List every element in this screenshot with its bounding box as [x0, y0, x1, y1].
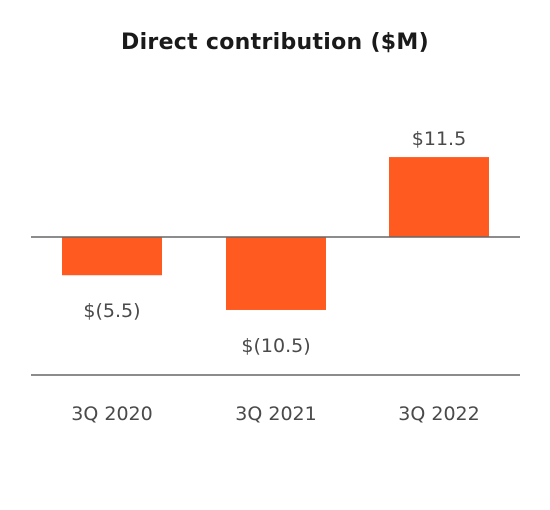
x-tick-label-3q-2020: 3Q 2020 [71, 403, 152, 425]
chart-title: Direct contribution ($M) [121, 30, 429, 55]
bar-3q-2021 [226, 237, 326, 310]
bars-layer [62, 157, 489, 310]
value-label-3q-2022: $11.5 [412, 128, 466, 150]
value-label-3q-2020: $(5.5) [83, 300, 140, 322]
bar-3q-2020 [62, 237, 162, 276]
x-tick-labels-layer: 3Q 2020 3Q 2021 3Q 2022 [71, 403, 479, 425]
value-label-3q-2021: $(10.5) [241, 335, 310, 357]
x-tick-label-3q-2022: 3Q 2022 [398, 403, 479, 425]
x-tick-label-3q-2021: 3Q 2021 [235, 403, 316, 425]
bar-3q-2022 [389, 157, 489, 237]
value-labels-layer: $(5.5) $(10.5) $11.5 [83, 128, 466, 357]
